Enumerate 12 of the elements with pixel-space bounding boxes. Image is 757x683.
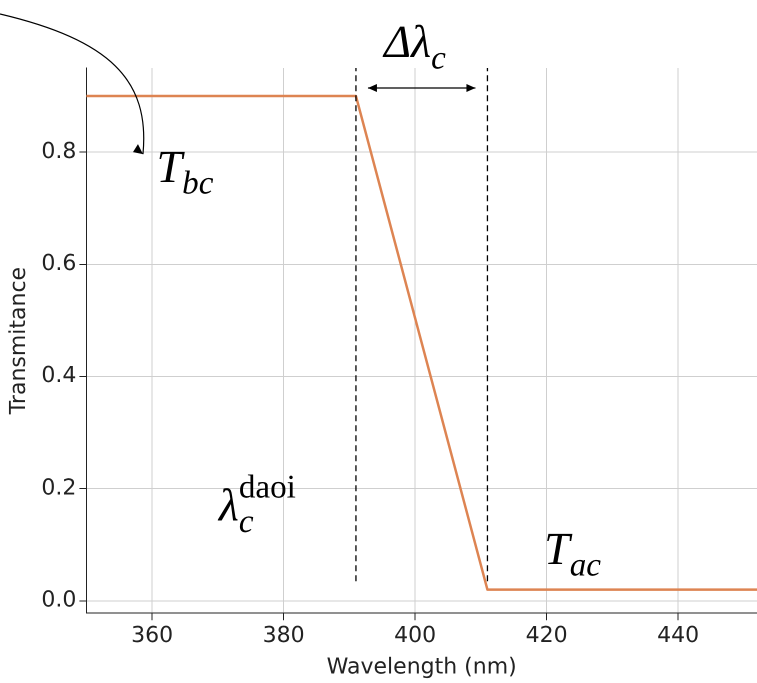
y-tick-label: 0.8 [41,138,76,164]
x-tick-label: 420 [526,623,568,648]
y-tick-label: 0.0 [41,588,76,613]
x-tick-label: 440 [657,623,700,648]
x-axis-title: Wavelength (nm) [326,654,517,680]
y-tick-label: 0.6 [41,251,76,276]
y-axis-title: Transmitance [6,266,31,416]
y-tick-label: 0.4 [41,363,76,388]
y-tick-label: 0.2 [41,475,76,500]
x-tick-label: 400 [394,623,436,648]
x-tick-label: 380 [262,623,305,648]
x-tick-label: 360 [131,623,174,648]
